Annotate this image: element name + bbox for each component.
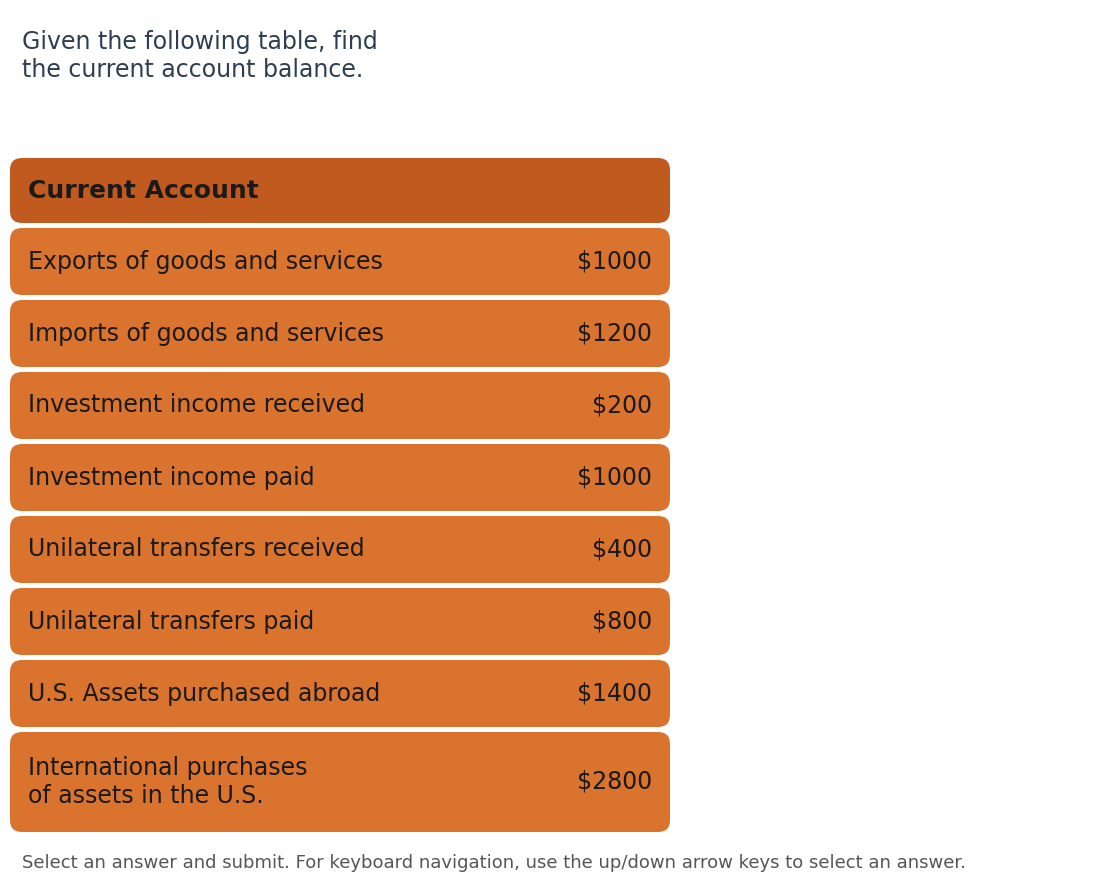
Text: Select an answer and submit. For keyboard navigation, use the up/down arrow keys: Select an answer and submit. For keyboar… xyxy=(22,854,966,872)
Text: Imports of goods and services: Imports of goods and services xyxy=(28,321,383,345)
Text: $1400: $1400 xyxy=(577,682,652,706)
Text: $400: $400 xyxy=(592,538,652,562)
Text: $800: $800 xyxy=(592,610,652,634)
FancyBboxPatch shape xyxy=(10,732,670,832)
Text: Unilateral transfers received: Unilateral transfers received xyxy=(28,538,365,562)
FancyBboxPatch shape xyxy=(10,444,670,511)
FancyBboxPatch shape xyxy=(10,516,670,583)
Text: Exports of goods and services: Exports of goods and services xyxy=(28,249,382,273)
Text: Given the following table, find: Given the following table, find xyxy=(22,30,378,54)
Text: $200: $200 xyxy=(592,393,652,417)
FancyBboxPatch shape xyxy=(10,660,670,727)
Text: the current account balance.: the current account balance. xyxy=(22,58,364,82)
FancyBboxPatch shape xyxy=(10,158,670,223)
Text: Unilateral transfers paid: Unilateral transfers paid xyxy=(28,610,314,634)
Text: Investment income received: Investment income received xyxy=(28,393,365,417)
Text: Current Account: Current Account xyxy=(28,179,259,203)
Text: Investment income paid: Investment income paid xyxy=(28,465,315,490)
Text: $1200: $1200 xyxy=(577,321,652,345)
FancyBboxPatch shape xyxy=(10,588,670,655)
FancyBboxPatch shape xyxy=(10,300,670,367)
Text: $2800: $2800 xyxy=(576,770,652,794)
Text: International purchases
of assets in the U.S.: International purchases of assets in the… xyxy=(28,756,307,808)
Text: $1000: $1000 xyxy=(577,249,652,273)
Text: U.S. Assets purchased abroad: U.S. Assets purchased abroad xyxy=(28,682,380,706)
FancyBboxPatch shape xyxy=(10,228,670,295)
FancyBboxPatch shape xyxy=(10,372,670,439)
Text: $1000: $1000 xyxy=(577,465,652,490)
